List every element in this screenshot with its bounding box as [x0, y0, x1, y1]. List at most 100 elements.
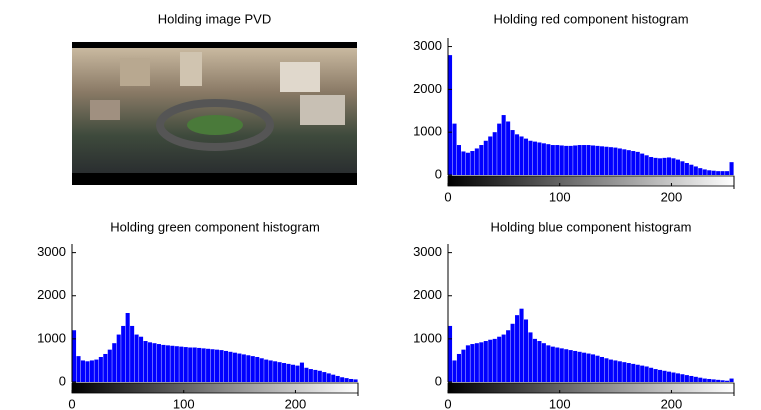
- bar: [452, 124, 456, 175]
- bar: [202, 348, 206, 382]
- bar: [524, 139, 528, 175]
- bar: [457, 145, 461, 175]
- bar: [689, 376, 693, 382]
- bar: [604, 358, 608, 382]
- bar: [502, 115, 506, 175]
- bar: [484, 341, 488, 382]
- bar: [184, 347, 188, 382]
- bar: [215, 350, 219, 382]
- bar: [466, 153, 470, 175]
- bar: [479, 145, 483, 175]
- figure: Holding image PVDHolding red component h…: [0, 0, 761, 410]
- bar: [327, 373, 331, 382]
- chart-title: Holding blue component histogram: [491, 219, 692, 234]
- bar: [117, 335, 121, 382]
- bar: [94, 360, 98, 382]
- bar: [103, 354, 107, 382]
- bar: [461, 151, 465, 175]
- bar: [627, 150, 631, 175]
- bar: [291, 365, 295, 382]
- bar: [170, 346, 174, 382]
- bar: [228, 352, 232, 382]
- bar: [627, 363, 631, 382]
- bar: [654, 369, 658, 382]
- bar: [663, 158, 667, 175]
- bar: [587, 145, 591, 175]
- bar: [578, 145, 582, 175]
- bar: [564, 146, 568, 175]
- bar: [470, 344, 474, 382]
- bar: [573, 145, 577, 175]
- y-tick-label: 2000: [37, 287, 66, 302]
- bar: [680, 161, 684, 175]
- bar: [676, 160, 680, 175]
- bar: [287, 364, 291, 382]
- y-tick-label: 1000: [37, 330, 66, 345]
- bar: [193, 348, 197, 383]
- bar: [694, 377, 698, 382]
- bar: [640, 366, 644, 382]
- bar: [76, 356, 80, 382]
- bar: [609, 147, 613, 175]
- bar: [206, 349, 210, 382]
- bar: [318, 371, 322, 382]
- x-tick-label: 200: [285, 396, 307, 410]
- colorbar: [72, 383, 358, 393]
- x-tick-label: 0: [444, 189, 451, 204]
- bar: [139, 337, 143, 382]
- bar: [600, 146, 604, 175]
- chart-title: Holding green component histogram: [110, 219, 320, 234]
- colorbar: [448, 176, 734, 186]
- bar: [591, 354, 595, 382]
- bar: [636, 152, 640, 175]
- bar: [591, 145, 595, 175]
- y-tick-label: 2000: [413, 287, 442, 302]
- x-tick-label: 100: [173, 396, 195, 410]
- bar: [582, 353, 586, 382]
- bar: [179, 347, 183, 382]
- bar: [108, 350, 112, 382]
- bar: [219, 350, 223, 382]
- y-tick-label: 2000: [413, 81, 442, 96]
- bar: [322, 372, 326, 382]
- bar: [278, 362, 282, 382]
- bar: [282, 363, 286, 382]
- bar: [680, 374, 684, 382]
- bar: [595, 146, 599, 175]
- bar: [242, 354, 246, 382]
- bar: [309, 369, 313, 382]
- bar: [354, 379, 358, 382]
- bar: [631, 364, 635, 382]
- y-tick-label: 3000: [413, 244, 442, 259]
- y-tick-label: 1000: [413, 330, 442, 345]
- bar: [613, 360, 617, 382]
- bar: [224, 351, 228, 382]
- bar: [604, 147, 608, 175]
- bar: [649, 157, 653, 175]
- bar: [233, 353, 237, 382]
- bar: [466, 345, 470, 382]
- bar: [161, 345, 165, 382]
- bar: [600, 357, 604, 382]
- chart-title: Holding red component histogram: [493, 11, 688, 26]
- bar: [331, 375, 335, 382]
- bar: [555, 348, 559, 383]
- bar: [475, 148, 479, 175]
- bar: [121, 326, 125, 382]
- bar: [618, 148, 622, 175]
- bar: [582, 145, 586, 175]
- bar: [488, 136, 492, 175]
- y-tick-label: 1000: [413, 124, 442, 139]
- bar: [99, 357, 103, 382]
- bar: [345, 378, 349, 382]
- x-tick-label: 100: [549, 189, 571, 204]
- bar: [560, 348, 564, 382]
- bar: [613, 148, 617, 175]
- bar: [457, 354, 461, 382]
- photo: [72, 42, 357, 185]
- bar: [260, 358, 264, 382]
- bar: [712, 171, 716, 175]
- bar: [493, 132, 497, 175]
- bar: [694, 166, 698, 175]
- bar: [640, 154, 644, 175]
